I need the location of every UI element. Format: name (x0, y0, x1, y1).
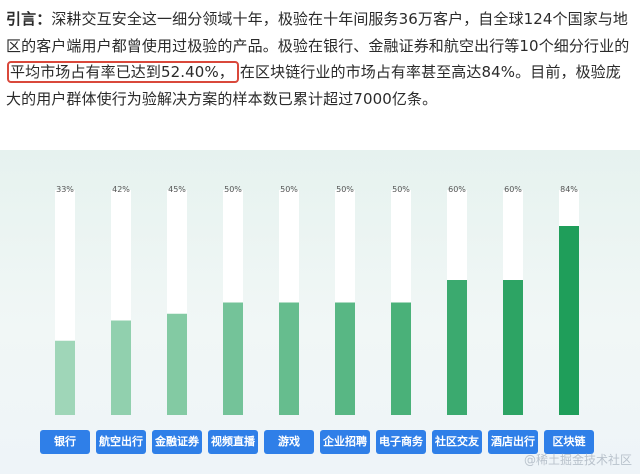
intro-highlight: 平均市场占有率已达到52.40%， (7, 61, 239, 83)
bar-value-label: 33% (56, 185, 74, 194)
bar-value-label: 50% (336, 185, 354, 194)
bar (55, 340, 75, 415)
category-button[interactable]: 酒店出行 (488, 430, 538, 454)
bar (167, 313, 187, 415)
watermark: @稀土掘金技术社区 (523, 453, 632, 467)
category-button[interactable]: 银行 (40, 430, 90, 454)
category-button[interactable]: 社区交友 (432, 430, 482, 454)
intro-text-part1: 深耕交互安全这一细分领域十年，极验在十年间服务36万客户，自全球124个国家与地… (6, 10, 630, 55)
intro-text-part2: 在区块链行业的市场占有率甚至高达84%。目前，极验庞大的用户群体使行为验解决方案… (6, 63, 621, 108)
category-button[interactable]: 航空出行 (96, 430, 146, 454)
bar-chart-svg: 33% 42% 45% 50% 50% 50% 50% 60% 60% 84% (55, 185, 579, 415)
bar-value-label: 42% (112, 185, 130, 194)
intro-paragraph: 引言：深耕交互安全这一细分领域十年，极验在十年间服务36万客户，自全球124个国… (6, 6, 632, 112)
bar (335, 302, 355, 415)
bar (559, 226, 579, 415)
bar-value-label: 60% (504, 185, 522, 194)
category-button[interactable]: 游戏 (264, 430, 314, 454)
bar-value-label: 60% (448, 185, 466, 194)
bar-value-label: 45% (168, 185, 186, 194)
bar (503, 280, 523, 415)
category-button-row: 银行 航空出行 金融证券 视频直播 游戏 企业招聘 电子商务 社区交友 酒店出行 区块链 (0, 430, 640, 456)
bar (447, 280, 467, 415)
bar (391, 302, 411, 415)
bar-value-label: 50% (392, 185, 410, 194)
bar-value-label: 50% (224, 185, 242, 194)
category-button[interactable]: 区块链 (544, 430, 594, 454)
category-button[interactable]: 电子商务 (376, 430, 426, 454)
bar-value-label: 50% (280, 185, 298, 194)
market-share-chart: 33% 42% 45% 50% 50% 50% 50% 60% 60% 84% 银行 航空出行 金融证… (0, 150, 640, 474)
category-button[interactable]: 视频直播 (208, 430, 258, 454)
bar (279, 302, 299, 415)
bar (111, 320, 131, 415)
intro-lead: 引言： (6, 10, 52, 28)
category-button[interactable]: 金融证券 (152, 430, 202, 454)
category-button[interactable]: 企业招聘 (320, 430, 370, 454)
bar (223, 302, 243, 415)
bar-value-label: 84% (560, 185, 578, 194)
